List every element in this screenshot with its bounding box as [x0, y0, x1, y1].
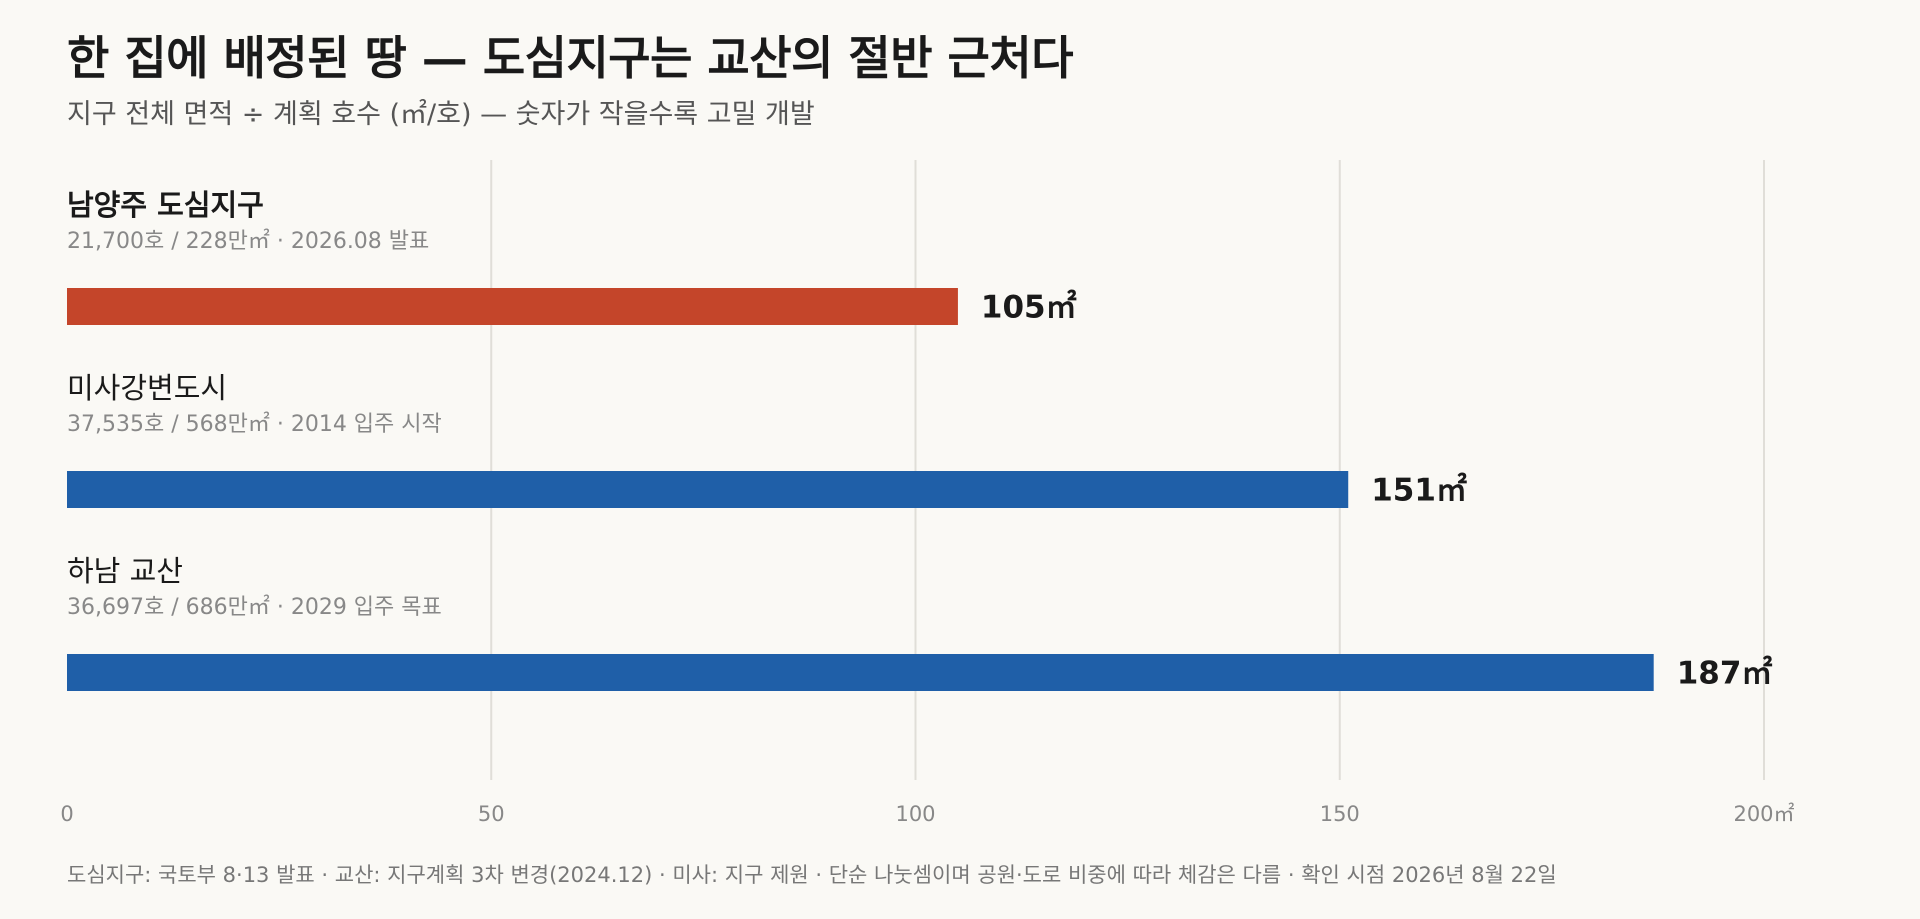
bars	[67, 288, 1654, 691]
category-name: 남양주 도심지구	[67, 188, 264, 222]
category-meta: 21,700호 / 228만㎡ · 2026.08 발표	[67, 228, 429, 254]
value-label: 187㎡	[1677, 656, 1773, 692]
value-label: 151㎡	[1371, 473, 1467, 509]
bar	[67, 654, 1654, 691]
x-axis-ticks: 0 50 100 150 200㎡	[60, 802, 1794, 826]
category-name: 미사강변도시	[67, 371, 227, 405]
bar	[67, 471, 1349, 508]
chart-title: 한 집에 배정된 땅 — 도심지구는 교산의 절반 근처다	[67, 31, 1074, 85]
tick-label-50: 50	[478, 802, 505, 826]
category-meta: 37,535호 / 568만㎡ · 2014 입주 시작	[67, 411, 442, 437]
category-meta: 36,697호 / 686만㎡ · 2029 입주 목표	[67, 594, 442, 620]
tick-label-100: 100	[895, 802, 935, 826]
category-name: 하남 교산	[67, 554, 183, 588]
tick-label-0: 0	[60, 802, 73, 826]
bar	[67, 288, 958, 325]
source-footnote: 도심지구: 국토부 8·13 발표 · 교산: 지구계획 3차 변경(2024.…	[67, 863, 1557, 887]
tick-label-150: 150	[1320, 802, 1360, 826]
category-labels: 남양주 도심지구 21,700호 / 228만㎡ · 2026.08 발표 105㎡…	[67, 188, 1772, 692]
value-label: 105㎡	[981, 290, 1077, 326]
tick-label-200: 200㎡	[1733, 802, 1794, 826]
chart-subtitle: 지구 전체 면적 ÷ 계획 호수 (㎡/호) — 숫자가 작을수록 고밀 개발	[67, 99, 815, 130]
